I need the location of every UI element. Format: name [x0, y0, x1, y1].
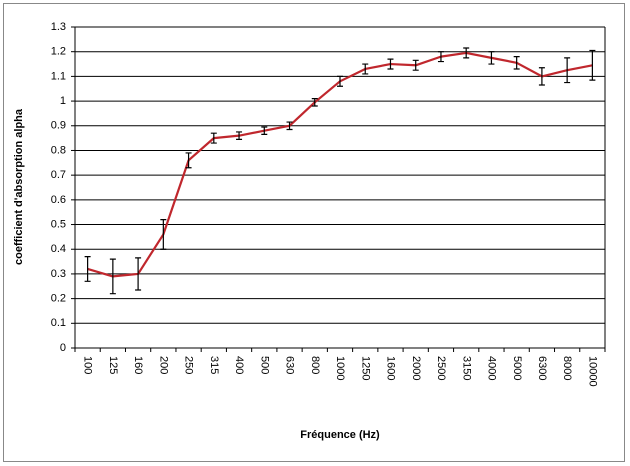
error-bar — [160, 219, 167, 250]
x-tick-label: 10000 — [586, 356, 598, 387]
x-tick-label: 250 — [183, 356, 195, 374]
error-bar — [210, 132, 217, 144]
error-bar — [488, 51, 495, 65]
error-bar — [135, 257, 142, 291]
y-tick-label: 1 — [60, 95, 66, 107]
y-tick-label: 0.3 — [51, 268, 66, 280]
x-axis-title: Fréquence (Hz) — [300, 429, 380, 441]
error-bar — [589, 49, 596, 81]
error-bar — [564, 57, 571, 84]
x-tick-label: 3150 — [460, 356, 472, 380]
y-tick-label: 0.7 — [51, 169, 66, 181]
x-tick-label: 400 — [233, 356, 245, 374]
y-tick-label: 0.4 — [51, 243, 66, 255]
error-bar — [185, 152, 192, 169]
y-tick-label: 0.1 — [51, 317, 66, 329]
y-tick-label: 1.3 — [51, 21, 66, 33]
chart-border — [3, 3, 625, 462]
x-tick-label: 500 — [258, 356, 270, 374]
x-tick-label: 160 — [132, 356, 144, 374]
y-tick-label: 0.8 — [51, 144, 66, 156]
x-tick-label: 100 — [82, 356, 94, 374]
x-tick-label: 4000 — [486, 356, 498, 380]
x-tick-label: 1600 — [385, 356, 397, 380]
error-bar — [538, 67, 545, 86]
y-tick-label: 0 — [60, 342, 66, 354]
error-bar — [337, 75, 343, 87]
x-tick-label: 200 — [157, 356, 169, 374]
error-bar — [463, 47, 470, 59]
error-bar — [387, 58, 394, 70]
x-tick-label: 5000 — [511, 356, 523, 380]
error-bar — [261, 126, 268, 136]
x-tick-label: 1000 — [334, 356, 346, 380]
x-tick-label: 6300 — [536, 356, 548, 380]
x-tick-label: 125 — [107, 356, 119, 374]
x-tick-label: 315 — [208, 356, 220, 374]
y-tick-label: 1.2 — [51, 46, 66, 58]
error-bar — [311, 98, 318, 107]
x-tick-label: 2500 — [435, 356, 447, 380]
error-bar — [513, 56, 520, 70]
error-bar — [437, 51, 444, 63]
error-bar — [286, 121, 293, 131]
y-tick-label: 0.2 — [51, 293, 66, 305]
y-tick-label: 0.9 — [51, 120, 66, 132]
error-bar — [84, 256, 91, 282]
x-tick-label: 630 — [284, 356, 296, 374]
y-tick-label: 0.6 — [51, 194, 66, 206]
y-tick-label: 1.1 — [51, 70, 66, 82]
y-tick-label: 0.5 — [51, 218, 66, 230]
x-tick-label: 2000 — [410, 356, 422, 380]
error-bar — [362, 63, 369, 75]
y-axis-title: coefficient d'absorption alpha — [13, 108, 25, 265]
error-bar — [236, 131, 243, 140]
x-tick-label: 8000 — [561, 356, 573, 380]
error-bar — [109, 258, 116, 295]
x-tick-label: 1250 — [359, 356, 371, 380]
x-tick-label: 800 — [309, 356, 321, 374]
error-bar — [412, 59, 419, 71]
